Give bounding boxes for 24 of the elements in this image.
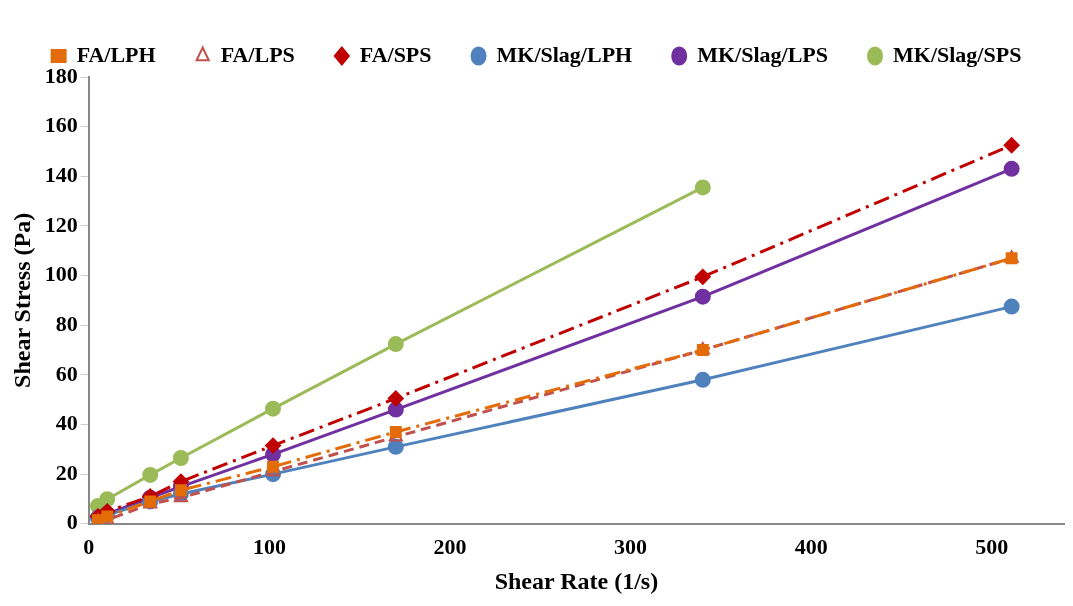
- x-tick-label: 0: [83, 533, 95, 559]
- legend-label: MK/Slag/SPS: [893, 41, 1022, 67]
- y-tick-label: 20: [55, 459, 78, 485]
- y-tick-label: 0: [66, 509, 78, 535]
- y-tick-label: 180: [44, 62, 78, 88]
- x-tick-label: 300: [614, 533, 648, 559]
- legend-label: FA/LPS: [220, 41, 295, 67]
- y-tick-label: 60: [55, 360, 78, 386]
- legend-label: MK/Slag/LPH: [496, 41, 633, 67]
- x-tick-label: 400: [794, 533, 828, 559]
- y-tick-label: 160: [44, 112, 78, 138]
- legend-label: FA/LPH: [76, 41, 156, 67]
- y-axis-title: Shear Stress (Pa): [8, 212, 35, 388]
- y-tick-label: 100: [44, 261, 78, 287]
- y-tick-label: 40: [55, 410, 78, 436]
- x-axis-title: Shear Rate (1/s): [494, 567, 659, 594]
- y-tick-label: 80: [55, 310, 78, 336]
- x-tick-label: 100: [252, 533, 286, 559]
- y-tick-label: 140: [44, 161, 78, 187]
- y-tick-label: 120: [44, 211, 78, 237]
- legend-label: FA/SPS: [359, 41, 432, 67]
- legend-label: MK/Slag/LPS: [697, 41, 829, 67]
- x-tick-label: 200: [433, 533, 467, 559]
- x-tick-label: 500: [975, 533, 1009, 559]
